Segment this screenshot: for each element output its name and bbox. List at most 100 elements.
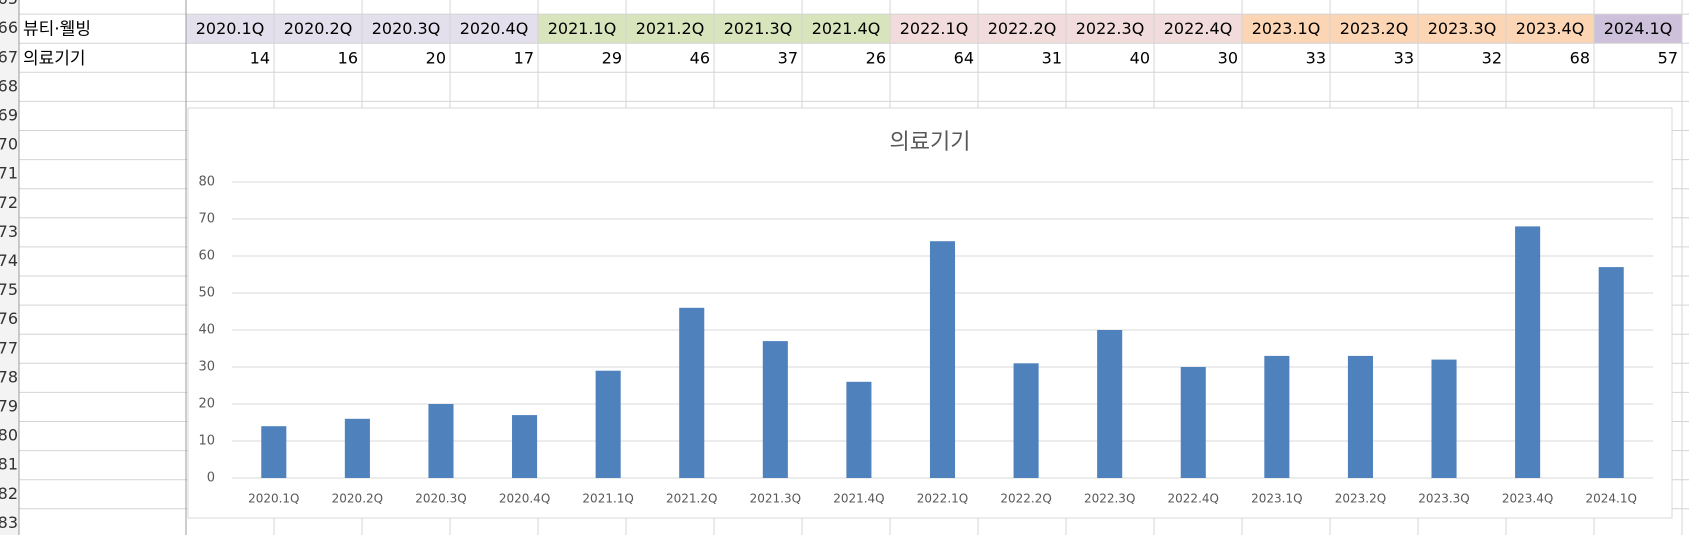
- row-number: 83: [0, 513, 18, 532]
- bar: [512, 415, 538, 478]
- row-number: 68: [0, 76, 18, 95]
- chart: 의료기기 0 10 20 30 40 50 60 70 80 2020.1Q 2020.2Q 2020.…: [187, 107, 1673, 519]
- header-cell-fill: [1154, 14, 1242, 44]
- x-tick-label: 2023.3Q: [1418, 492, 1469, 506]
- x-tick-label: 2023.2Q: [1335, 492, 1386, 506]
- bar: [261, 426, 287, 478]
- y-tick-label: 0: [207, 471, 215, 486]
- bar: [1013, 363, 1039, 478]
- row-number: 65: [0, 0, 18, 8]
- bar: [1347, 355, 1373, 478]
- header-cell-fill: [626, 14, 714, 44]
- cell-value: 31: [1042, 48, 1062, 67]
- x-tick-label: 2021.4Q: [833, 492, 884, 506]
- header-cell-fill: [1066, 14, 1154, 44]
- row-number: 76: [0, 309, 18, 328]
- header-cell-fill: [186, 14, 274, 44]
- row-header-bg: [0, 0, 19, 535]
- y-tick-label: 20: [198, 397, 215, 412]
- cell-value: 29: [602, 48, 622, 67]
- x-tick-label: 2023.4Q: [1502, 492, 1553, 506]
- header-cell-fill: [1242, 14, 1330, 44]
- bar: [344, 418, 370, 478]
- y-tick-label: 10: [198, 434, 215, 449]
- row-number: 80: [0, 426, 18, 445]
- header-cell-fill: [978, 14, 1066, 44]
- bar: [679, 307, 705, 478]
- y-tick-label: 30: [198, 360, 215, 375]
- x-tick-label: 2024.1Q: [1585, 492, 1636, 506]
- bar: [595, 370, 621, 478]
- bar: [1598, 267, 1624, 478]
- row-label: 뷰티·웰빙: [23, 20, 91, 40]
- cell-value: 64: [954, 48, 974, 67]
- x-tick-label: 2020.1Q: [248, 492, 299, 506]
- x-tick-label: 2022.2Q: [1000, 492, 1051, 506]
- x-tick-label: 2022.3Q: [1084, 492, 1135, 506]
- header-cell: 2021.3Q: [724, 19, 793, 38]
- x-tick-label: 2022.1Q: [917, 492, 968, 506]
- row-number: 75: [0, 280, 18, 299]
- header-cell: 2021.2Q: [636, 19, 705, 38]
- y-tick-label: 50: [198, 286, 215, 301]
- header-cell: 2020.3Q: [372, 19, 441, 38]
- header-cell-fill: [802, 14, 890, 44]
- row-number: 73: [0, 222, 18, 241]
- header-cell-fill: [450, 14, 538, 44]
- header-cell: 2021.4Q: [812, 19, 881, 38]
- row-number: 72: [0, 193, 18, 212]
- x-tick-label: 2020.2Q: [332, 492, 383, 506]
- cell-value: 32: [1482, 48, 1502, 67]
- bar: [1431, 359, 1457, 478]
- cell-value: 26: [866, 48, 886, 67]
- cell-value: 40: [1130, 48, 1150, 67]
- cell-value: 17: [514, 48, 534, 67]
- row-number: 66: [0, 18, 18, 37]
- header-cell-fill: [538, 14, 626, 44]
- header-cell: 2024.1Q: [1604, 19, 1673, 38]
- header-cell: 2022.4Q: [1164, 19, 1233, 38]
- row-number: 78: [0, 367, 18, 386]
- x-tick-label: 2020.3Q: [415, 492, 466, 506]
- cell-value: 16: [338, 48, 358, 67]
- header-cell-fill: [1594, 14, 1682, 44]
- row-number: 71: [0, 164, 18, 183]
- cell-value: 33: [1306, 48, 1326, 67]
- x-tick-label: 2021.2Q: [666, 492, 717, 506]
- cell-value: 30: [1218, 48, 1238, 67]
- header-cell: 2023.1Q: [1252, 19, 1321, 38]
- cell-value: 37: [778, 48, 798, 67]
- bar: [1515, 226, 1541, 478]
- row-number: 81: [0, 455, 18, 474]
- header-cell: 2022.1Q: [900, 19, 969, 38]
- bar: [428, 404, 454, 478]
- bar: [1097, 330, 1123, 478]
- cell-value: 33: [1394, 48, 1414, 67]
- y-tick-label: 80: [198, 175, 215, 190]
- row-number: 77: [0, 338, 18, 357]
- row-number: 69: [0, 105, 18, 124]
- bar: [1180, 367, 1206, 478]
- header-cell-fill: [362, 14, 450, 44]
- bar: [929, 241, 956, 478]
- header-cell: 2023.4Q: [1516, 19, 1585, 38]
- bar: [762, 341, 788, 478]
- chart-title: 의료기기: [890, 130, 971, 155]
- row-label: 의료기기: [23, 49, 86, 69]
- row-number: 74: [0, 251, 18, 270]
- x-tick-label: 2021.3Q: [750, 492, 801, 506]
- header-cell: 2020.4Q: [460, 19, 529, 38]
- header-cell-fill: [1330, 14, 1418, 44]
- cell-value: 20: [426, 48, 446, 67]
- bar: [1264, 355, 1290, 478]
- row-number: 82: [0, 484, 18, 503]
- x-tick-label: 2021.1Q: [582, 492, 633, 506]
- cell-value: 46: [690, 48, 710, 67]
- header-cell: 2020.2Q: [284, 19, 353, 38]
- header-cell: 2020.1Q: [196, 19, 265, 38]
- header-cell: 2023.2Q: [1340, 19, 1409, 38]
- row-number: 70: [0, 135, 18, 154]
- row-number: 79: [0, 396, 18, 415]
- header-cell-fill: [274, 14, 362, 44]
